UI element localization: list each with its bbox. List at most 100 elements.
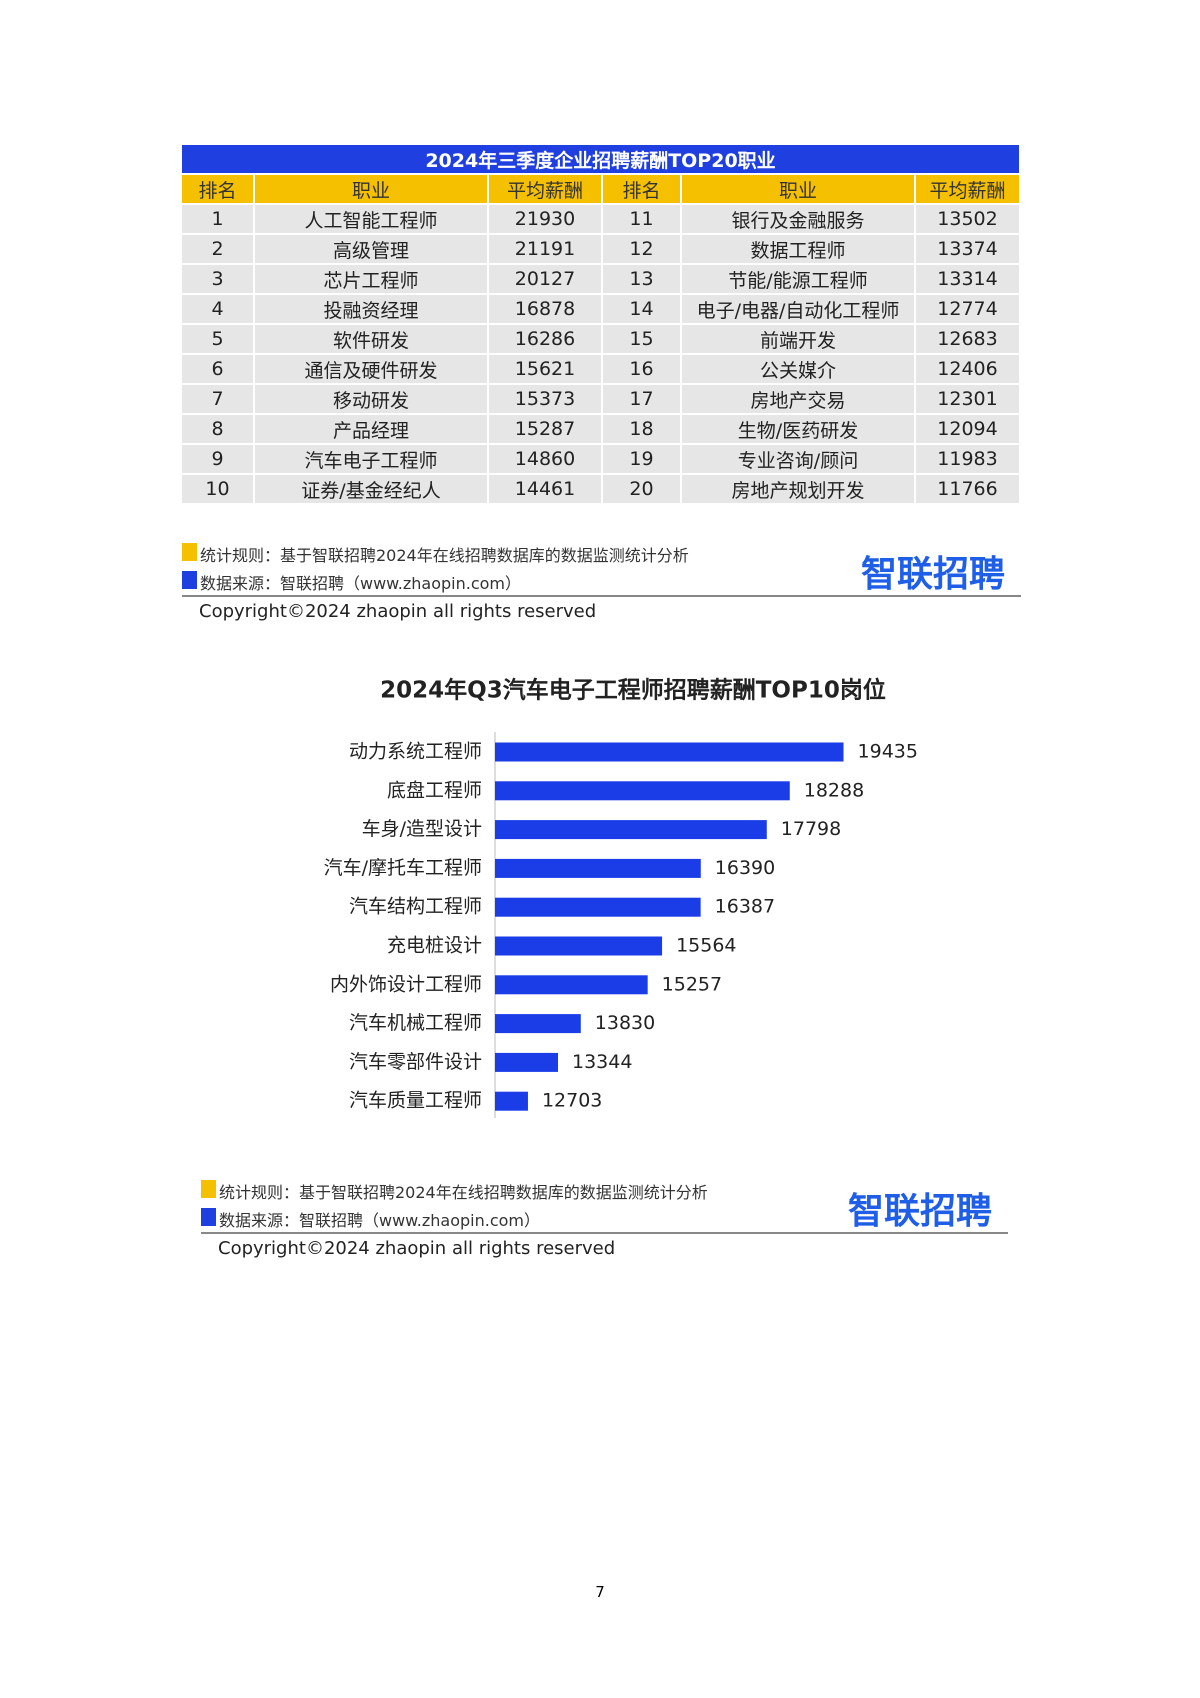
table-cell: 芯片工程师	[255, 265, 489, 295]
bar	[495, 742, 844, 762]
blue-marker	[201, 1208, 216, 1226]
table-cell: 15373	[489, 385, 603, 415]
table-cell: 21191	[489, 235, 603, 265]
header-cell: 排名	[182, 175, 255, 205]
table-cell: 11	[603, 205, 682, 235]
table-cell: 生物/医药研发	[682, 415, 916, 445]
table-cell: 12094	[916, 415, 1021, 445]
table-cell: 16	[603, 355, 682, 385]
table-cell: 11983	[916, 445, 1021, 475]
table-cell: 前端开发	[682, 325, 916, 355]
table-cell: 21930	[489, 205, 603, 235]
table-cell: 17	[603, 385, 682, 415]
table-cell: 1	[182, 205, 255, 235]
table-cell: 专业咨询/顾问	[682, 445, 916, 475]
table-cell: 通信及硬件研发	[255, 355, 489, 385]
bar	[495, 1091, 528, 1111]
table-cell: 11766	[916, 475, 1021, 505]
table-cell: 7	[182, 385, 255, 415]
table-cell: 12683	[916, 325, 1021, 355]
table-cell: 4	[182, 295, 255, 325]
table-cell: 16878	[489, 295, 603, 325]
header-cell: 职业	[255, 175, 489, 205]
value-label: 19435	[858, 741, 918, 763]
table-cell: 产品经理	[255, 415, 489, 445]
copyright: Copyright©2024 zhaopin all rights reserv…	[199, 601, 597, 622]
value-label: 12703	[542, 1090, 602, 1112]
value-label: 18288	[804, 779, 864, 801]
table-cell: 汽车电子工程师	[255, 445, 489, 475]
rule-note: 统计规则：基于智联招聘2024年在线招聘数据库的数据监测统计分析	[219, 1183, 708, 1202]
value-label: 13830	[595, 1012, 655, 1034]
table-cell: 证券/基金经纪人	[255, 475, 489, 505]
rule-note: 统计规则：基于智联招聘2024年在线招聘数据库的数据监测统计分析	[200, 546, 689, 565]
table-cell: 房地产规划开发	[682, 475, 916, 505]
value-label: 16387	[715, 896, 775, 918]
category-label: 汽车/摩托车工程师	[324, 857, 482, 879]
table-title: 2024年三季度企业招聘薪酬TOP20职业	[182, 145, 1021, 175]
table-cell: 16286	[489, 325, 603, 355]
logo: 智联招聘	[860, 554, 1005, 595]
header-cell: 职业	[682, 175, 916, 205]
table-cell: 20	[603, 475, 682, 505]
table-cell: 9	[182, 445, 255, 475]
category-label: 动力系统工程师	[349, 741, 482, 763]
table-cell: 10	[182, 475, 255, 505]
bar	[495, 1052, 558, 1072]
header-cell: 平均薪酬	[916, 175, 1021, 205]
bar	[495, 897, 701, 917]
copyright: Copyright©2024 zhaopin all rights reserv…	[218, 1238, 616, 1259]
table-cell: 节能/能源工程师	[682, 265, 916, 295]
value-label: 15564	[676, 935, 736, 957]
table-cell: 13314	[916, 265, 1021, 295]
header-cell: 排名	[603, 175, 682, 205]
table-cell: 19	[603, 445, 682, 475]
bar	[495, 781, 790, 801]
bar	[495, 975, 648, 995]
table-cell: 14	[603, 295, 682, 325]
chart-title: 2024年Q3汽车电子工程师招聘薪酬TOP10岗位	[380, 677, 886, 704]
table-cell: 银行及金融服务	[682, 205, 916, 235]
bar	[495, 820, 767, 840]
table-cell: 14461	[489, 475, 603, 505]
table-cell: 12301	[916, 385, 1021, 415]
category-label: 内外饰设计工程师	[330, 973, 482, 995]
blue-marker	[182, 571, 197, 589]
page-number: 7	[595, 1583, 605, 1601]
source-note: 数据来源：智联招聘（www.zhaopin.com）	[200, 574, 522, 593]
table-cell: 15621	[489, 355, 603, 385]
chart: 2024年Q3汽车电子工程师招聘薪酬TOP10岗位 动力系统工程师 19435 底盘…	[324, 677, 918, 1118]
category-label: 底盘工程师	[387, 779, 482, 801]
table-cell: 电子/电器/自动化工程师	[682, 295, 916, 325]
logo: 智联招聘	[847, 1191, 992, 1232]
yellow-marker	[201, 1180, 216, 1198]
category-label: 汽车零部件设计	[349, 1051, 482, 1073]
table-cell: 13	[603, 265, 682, 295]
yellow-marker	[182, 543, 197, 561]
category-label: 汽车质量工程师	[349, 1090, 482, 1112]
category-label: 车身/造型设计	[362, 818, 482, 840]
source-note: 数据来源：智联招聘（www.zhaopin.com）	[219, 1211, 541, 1230]
table-cell: 6	[182, 355, 255, 385]
table-cell: 15287	[489, 415, 603, 445]
table-cell: 13374	[916, 235, 1021, 265]
bar	[495, 936, 663, 956]
value-label: 13344	[572, 1051, 632, 1073]
value-label: 15257	[662, 973, 722, 995]
table-cell: 移动研发	[255, 385, 489, 415]
table-cell: 18	[603, 415, 682, 445]
divider	[201, 1232, 1008, 1234]
table-cell: 软件研发	[255, 325, 489, 355]
table-cell: 14860	[489, 445, 603, 475]
table-cell: 12	[603, 235, 682, 265]
category-label: 汽车机械工程师	[349, 1012, 482, 1034]
table-cell: 15	[603, 325, 682, 355]
table-cell: 公关媒介	[682, 355, 916, 385]
table-cell: 数据工程师	[682, 235, 916, 265]
table-cell: 投融资经理	[255, 295, 489, 325]
table-cell: 8	[182, 415, 255, 445]
table-cell: 3	[182, 265, 255, 295]
header-cell: 平均薪酬	[489, 175, 603, 205]
table-cell: 12406	[916, 355, 1021, 385]
